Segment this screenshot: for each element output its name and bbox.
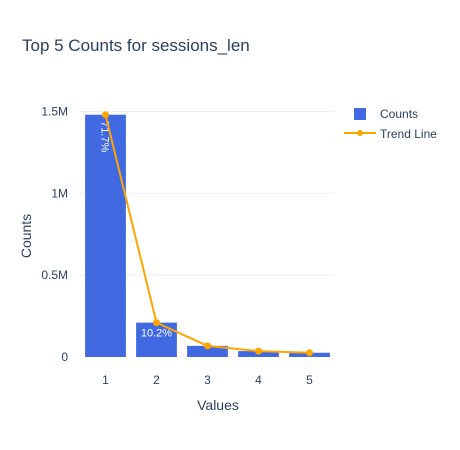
y-axis-title: Counts bbox=[18, 214, 34, 258]
legend-label-counts: Counts bbox=[380, 107, 418, 121]
trend-line-layer bbox=[102, 111, 313, 357]
trend-point-5 bbox=[306, 349, 313, 357]
x-tick-label: 2 bbox=[153, 373, 160, 387]
chart-title: Top 5 Counts for sessions_len bbox=[22, 36, 250, 55]
y-tick-label: 0.5M bbox=[41, 268, 68, 282]
bar-label: 10.2% bbox=[141, 328, 172, 340]
trend-point-1 bbox=[102, 111, 109, 119]
bar-label: 71.7% bbox=[99, 121, 111, 152]
y-tick-label: 1.5M bbox=[41, 104, 68, 118]
legend-marker-trend-line bbox=[357, 130, 363, 136]
bars bbox=[85, 114, 330, 357]
x-axis-ticks: 1 2 3 4 5 bbox=[102, 373, 313, 387]
trend-point-3 bbox=[204, 342, 211, 350]
legend: Counts Trend Line bbox=[344, 107, 437, 141]
y-tick-label: 1M bbox=[51, 186, 68, 200]
x-tick-label: 4 bbox=[255, 373, 262, 387]
x-tick-label: 3 bbox=[204, 373, 211, 387]
bar-3 bbox=[187, 345, 228, 357]
bar-labels: 71.7% 10.2% bbox=[99, 121, 173, 339]
trend-point-4 bbox=[255, 347, 262, 355]
trend-line bbox=[104, 114, 310, 354]
x-tick-label: 5 bbox=[306, 373, 313, 387]
bar-1 bbox=[85, 114, 126, 357]
y-tick-label: 0 bbox=[61, 350, 68, 364]
y-axis-ticks: 0 0.5M 1M 1.5M bbox=[41, 104, 68, 364]
x-tick-label: 1 bbox=[102, 373, 109, 387]
legend-label-trend-line: Trend Line bbox=[380, 127, 437, 141]
trend-point-2 bbox=[153, 319, 160, 327]
x-axis-title: Values bbox=[197, 397, 239, 413]
legend-swatch-counts bbox=[354, 108, 366, 120]
